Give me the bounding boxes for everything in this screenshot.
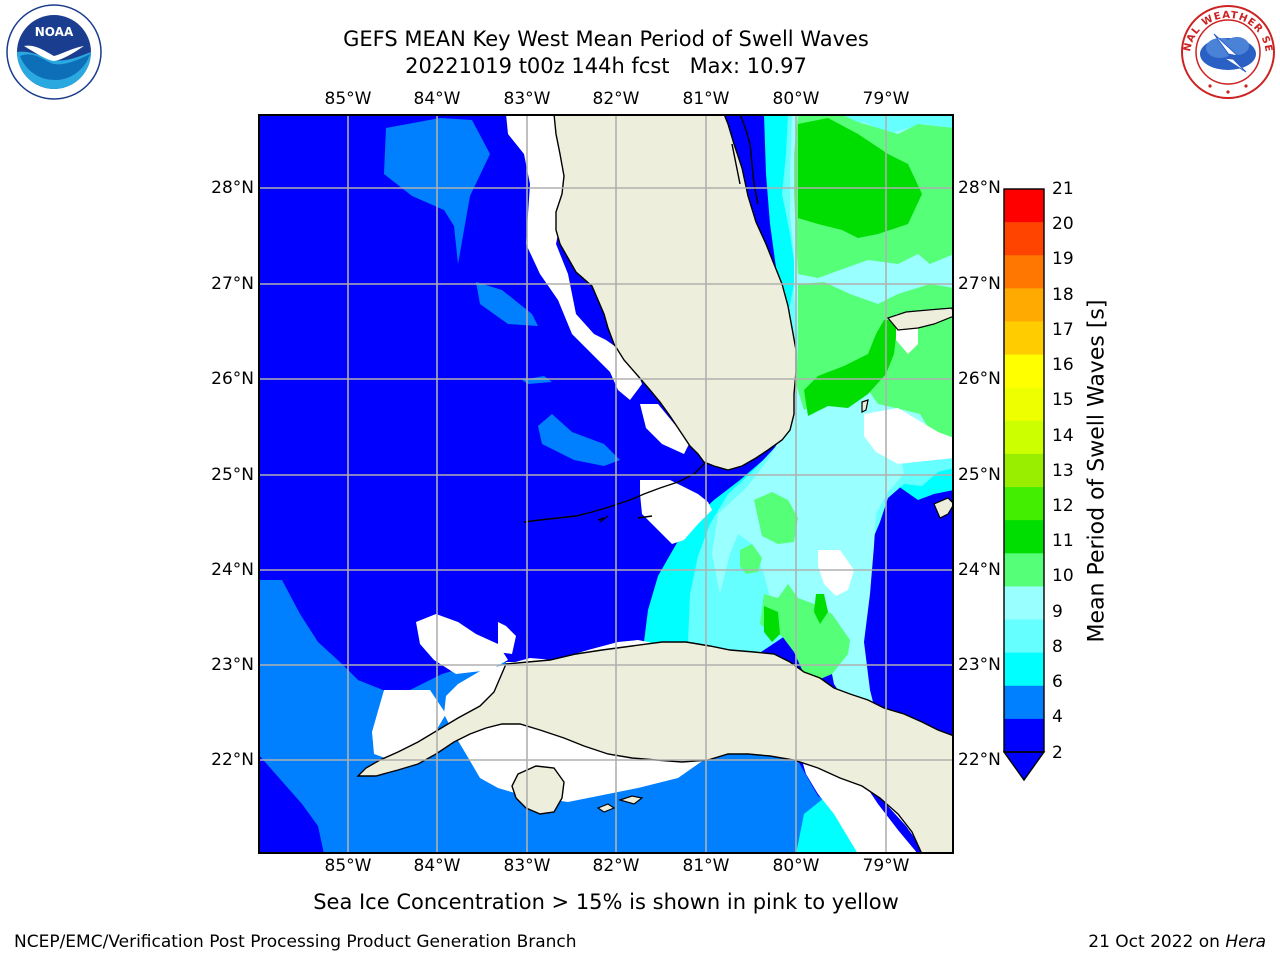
colorbar-block xyxy=(1004,586,1044,621)
lat-label-right: 26°N xyxy=(958,369,1001,389)
florida-land xyxy=(553,114,797,471)
colorbar-tick: 19 xyxy=(1052,249,1074,269)
colorbar-block xyxy=(1004,553,1044,587)
colorbar-block xyxy=(1004,189,1044,223)
colorbar-extend-arrow xyxy=(1002,751,1046,782)
colorbar-block xyxy=(1004,453,1044,488)
lon-label-bottom: 81°W xyxy=(682,856,730,876)
noaa-logo-text: NOAA xyxy=(35,25,74,39)
colorbar-tick: 17 xyxy=(1052,320,1074,340)
colorbar-label: Mean Period of Swell Waves [s] xyxy=(1084,299,1110,643)
map-border xyxy=(258,114,954,854)
colorbar-block xyxy=(1004,321,1044,356)
lat-label-right: 23°N xyxy=(958,655,1001,675)
lon-label-top: 82°W xyxy=(592,89,640,109)
gridlines xyxy=(258,114,954,854)
colorbar-tick: 2 xyxy=(1052,743,1063,763)
map-title: GEFS MEAN Key West Mean Period of Swell … xyxy=(343,27,869,51)
colorbar-tick: 21 xyxy=(1052,179,1074,199)
colorbar-tick: 6 xyxy=(1052,672,1063,692)
colorbar-tick: 10 xyxy=(1052,566,1074,586)
sea-ice-note: Sea Ice Concentration > 15% is shown in … xyxy=(313,890,899,914)
noaa-logo: NOAA xyxy=(6,4,102,104)
colorbar-tick: 15 xyxy=(1052,390,1074,410)
bahamas-islands xyxy=(596,307,954,813)
lon-label-bottom: 84°W xyxy=(413,856,461,876)
colorbar-tick: 16 xyxy=(1052,355,1074,375)
nws-logo: NATIONAL WEATHER SERVICE xyxy=(1175,0,1276,104)
colorbar-blocks xyxy=(1004,189,1044,753)
colorbar-block xyxy=(1004,222,1044,256)
colorbar-block xyxy=(1004,420,1044,455)
footer-machine: Hera xyxy=(1225,932,1266,952)
lon-label-bottom: 79°W xyxy=(862,856,910,876)
colorbar-tick: 9 xyxy=(1052,602,1063,622)
map-subtitle: 20221019 t00z 144h fcst Max: 10.97 xyxy=(405,54,807,78)
lat-label-left: 26°N xyxy=(211,369,254,389)
colorbar-tick: 8 xyxy=(1052,637,1063,657)
lat-label-left: 24°N xyxy=(211,560,254,580)
lat-label-left: 27°N xyxy=(211,274,254,294)
colorbar-tick: 4 xyxy=(1052,707,1063,727)
lat-label-left: 25°N xyxy=(211,465,254,485)
lon-label-top: 85°W xyxy=(324,89,372,109)
colorbar-block xyxy=(1004,387,1044,422)
colorbar-outline xyxy=(1003,188,1045,753)
colorbar-block xyxy=(1004,255,1044,289)
lat-label-left: 22°N xyxy=(211,750,254,770)
lon-label-top: 84°W xyxy=(413,89,461,109)
colorbar-tick: 13 xyxy=(1052,461,1074,481)
lon-label-bottom: 82°W xyxy=(592,856,640,876)
colorbar-tick: 11 xyxy=(1052,531,1074,551)
lat-label-right: 24°N xyxy=(958,560,1001,580)
lon-label-bottom: 80°W xyxy=(772,856,820,876)
lon-label-top: 80°W xyxy=(772,89,820,109)
footer-date: 21 Oct 2022 on Hera xyxy=(1088,932,1266,952)
colorbar-block xyxy=(1004,354,1044,389)
lat-label-left: 23°N xyxy=(211,655,254,675)
cuba-land xyxy=(356,641,954,854)
lat-label-right: 27°N xyxy=(958,274,1001,294)
colorbar-tick: 20 xyxy=(1052,214,1074,234)
lat-label-left: 28°N xyxy=(211,178,254,198)
shade-8-9 xyxy=(712,114,954,714)
footer-date-text: 21 Oct 2022 on xyxy=(1088,932,1226,952)
colorbar-tick: 18 xyxy=(1052,285,1074,305)
lon-label-bottom: 83°W xyxy=(503,856,551,876)
colorbar-block xyxy=(1004,487,1044,521)
colorbar-tick: 14 xyxy=(1052,426,1074,446)
colorbar-block xyxy=(1004,288,1044,322)
shade-10-11 xyxy=(764,118,922,642)
lon-label-top: 83°W xyxy=(503,89,551,109)
lat-label-right: 25°N xyxy=(958,465,1001,485)
colorbar-block xyxy=(1004,619,1044,654)
lat-label-right: 28°N xyxy=(958,178,1001,198)
footer-credit: NCEP/EMC/Verification Post Processing Pr… xyxy=(14,932,577,952)
colorbar xyxy=(1002,188,1047,788)
swell-period-map xyxy=(258,114,954,854)
colorbar-tick: 12 xyxy=(1052,496,1074,516)
colorbar-block xyxy=(1004,652,1044,687)
colorbar-block xyxy=(1004,520,1044,554)
colorbar-block xyxy=(1004,685,1044,720)
lat-label-right: 22°N xyxy=(958,750,1001,770)
colorbar-block xyxy=(1004,718,1044,753)
lon-label-top: 79°W xyxy=(862,89,910,109)
lon-label-top: 81°W xyxy=(682,89,730,109)
isle-of-youth xyxy=(511,765,565,815)
lon-label-bottom: 85°W xyxy=(324,856,372,876)
